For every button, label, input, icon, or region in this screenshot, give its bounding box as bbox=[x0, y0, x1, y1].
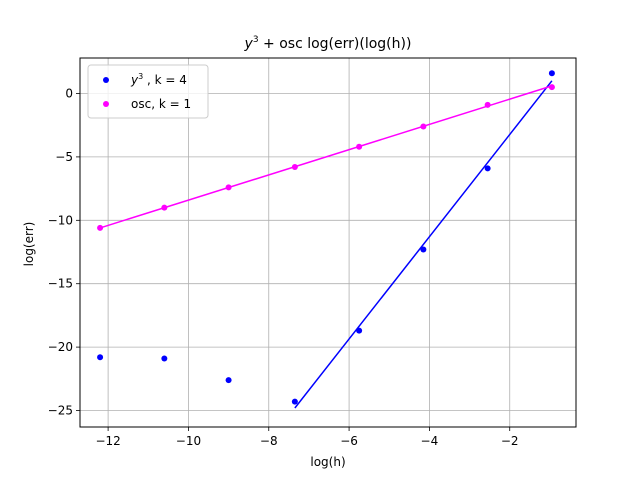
fit-line-series-1 bbox=[294, 80, 553, 409]
x-tick-label: −8 bbox=[260, 434, 278, 448]
data-point-series-1 bbox=[420, 246, 427, 253]
y-axis-label: log(err) bbox=[22, 222, 36, 267]
x-tick-label: −4 bbox=[421, 434, 439, 448]
legend-label-series-1: y3 , k = 4 bbox=[130, 72, 187, 87]
legend-1-math-exp: 3 bbox=[138, 72, 143, 81]
legend-1-rest: , k = 4 bbox=[143, 73, 187, 87]
title-rest: + osc log(err)(log(h)) bbox=[259, 36, 412, 52]
legend-1-math-base: y bbox=[130, 73, 139, 87]
data-point-series-2 bbox=[356, 143, 363, 150]
y-tick-label: −10 bbox=[48, 213, 73, 227]
title-math-exp: 3 bbox=[253, 35, 259, 45]
ticks: −12 −10 −8 −6 −4 −20−5−10−15−20−25 bbox=[48, 87, 519, 448]
plot-frame bbox=[79, 57, 577, 428]
data-point-series-2 bbox=[225, 184, 232, 191]
y-tick-label: −25 bbox=[48, 404, 73, 418]
data-point-series-2 bbox=[291, 164, 298, 171]
y-tick-label: −5 bbox=[55, 150, 73, 164]
x-tick-label: −2 bbox=[501, 434, 519, 448]
data-point-series-1 bbox=[356, 327, 363, 334]
y-tick-label: −15 bbox=[48, 277, 73, 291]
legend-marker-series-1 bbox=[103, 77, 109, 83]
data-point-series-2 bbox=[548, 84, 555, 91]
data-point-series-2 bbox=[97, 224, 104, 231]
data-point-series-2 bbox=[484, 101, 491, 108]
x-tick-label: −12 bbox=[95, 434, 120, 448]
legend-label-series-2: osc, k = 1 bbox=[131, 97, 191, 111]
data-point-series-2 bbox=[161, 204, 168, 211]
plot-data bbox=[97, 70, 555, 409]
y-tick-label: −20 bbox=[48, 340, 73, 354]
x-axis-label: log(h) bbox=[310, 455, 345, 469]
data-point-series-1 bbox=[484, 165, 491, 172]
x-tick-label: −6 bbox=[340, 434, 358, 448]
legend: y3 , k = 4 osc, k = 1 bbox=[87, 64, 209, 119]
fit-line-series-2 bbox=[99, 85, 553, 229]
data-point-series-1 bbox=[161, 355, 168, 362]
data-point-series-1 bbox=[291, 398, 298, 405]
y-tick-label: 0 bbox=[65, 87, 73, 101]
data-point-series-2 bbox=[420, 123, 427, 130]
grid bbox=[80, 58, 576, 427]
data-point-series-1 bbox=[97, 354, 104, 361]
data-point-series-1 bbox=[548, 70, 555, 77]
legend-box bbox=[87, 64, 209, 119]
title-math-base: y bbox=[244, 36, 254, 52]
chart-title: y3 + osc log(err)(log(h)) bbox=[244, 35, 412, 52]
legend-marker-series-2 bbox=[103, 101, 109, 107]
x-tick-label: −10 bbox=[176, 434, 201, 448]
data-point-series-1 bbox=[225, 377, 232, 384]
